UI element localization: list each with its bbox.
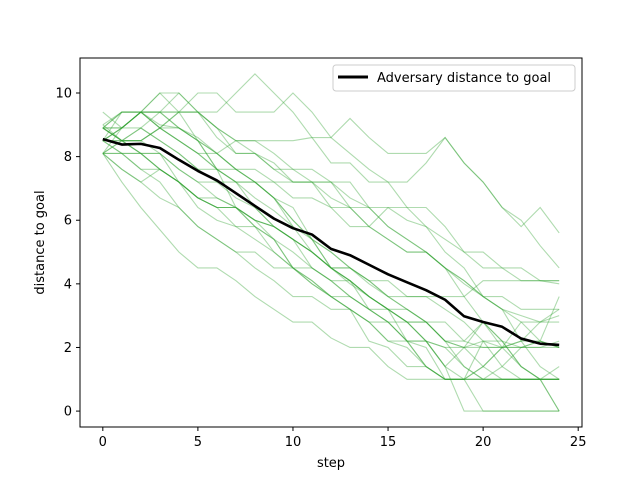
x-tick-label: 25 <box>570 435 587 450</box>
trajectory-line-25 <box>102 111 560 234</box>
plot-frame <box>79 57 583 428</box>
trajectory-line-7 <box>102 92 560 348</box>
trajectory-line-0 <box>102 111 560 310</box>
trajectory-line-21 <box>102 127 560 412</box>
trajectory-line-10 <box>102 127 560 349</box>
x-tick-label: 5 <box>194 435 202 450</box>
legend-label: Adversary distance to goal <box>377 71 551 86</box>
trajectory-lines <box>102 73 560 412</box>
x-tick-label: 15 <box>380 435 397 450</box>
trajectory-line-3 <box>102 111 560 323</box>
mean-line-group <box>102 137 560 347</box>
trajectory-line-6 <box>102 111 560 412</box>
y-tick-label: 8 <box>64 150 72 165</box>
trajectory-line-20 <box>102 111 560 349</box>
trajectory-line-9 <box>102 92 560 269</box>
legend-box <box>332 64 576 92</box>
x-axis-label: step <box>317 456 345 471</box>
trajectory-line-8 <box>102 140 560 285</box>
x-tick-label: 20 <box>475 435 492 450</box>
trajectory-line-16 <box>102 111 560 380</box>
trajectory-line-19 <box>102 111 560 380</box>
trajectory-line-13 <box>102 140 560 412</box>
y-tick-label: 4 <box>64 277 72 292</box>
trajectory-line-2 <box>102 73 560 282</box>
y-tick-label: 2 <box>64 341 72 356</box>
trajectory-line-22 <box>102 127 560 298</box>
x-axis-ticks: 0 5 10 15 20 25 <box>99 427 587 450</box>
trajectory-line-15 <box>102 152 560 368</box>
trajectory-line-24 <box>102 152 560 349</box>
legend: Adversary distance to goal <box>332 64 576 92</box>
y-axis-label: distance to goal <box>33 190 48 294</box>
trajectory-line-5 <box>102 153 560 380</box>
trajectory-line-12 <box>102 111 560 380</box>
trajectory-line-26 <box>102 127 560 368</box>
trajectory-line-18 <box>102 153 560 380</box>
y-tick-label: 10 <box>55 86 72 101</box>
y-tick-label: 0 <box>64 405 72 420</box>
x-tick-label: 0 <box>99 435 107 450</box>
trajectory-line-23 <box>102 124 560 380</box>
y-axis-ticks: 0 2 4 6 8 10 <box>55 86 80 420</box>
trajectory-line-4 <box>102 111 560 412</box>
trajectory-line-1 <box>102 153 560 380</box>
trajectory-line-17 <box>102 127 560 380</box>
y-tick-label: 6 <box>64 214 72 229</box>
mean-distance-line <box>102 137 560 347</box>
trajectory-line-11 <box>102 140 560 380</box>
x-tick-label: 10 <box>285 435 302 450</box>
